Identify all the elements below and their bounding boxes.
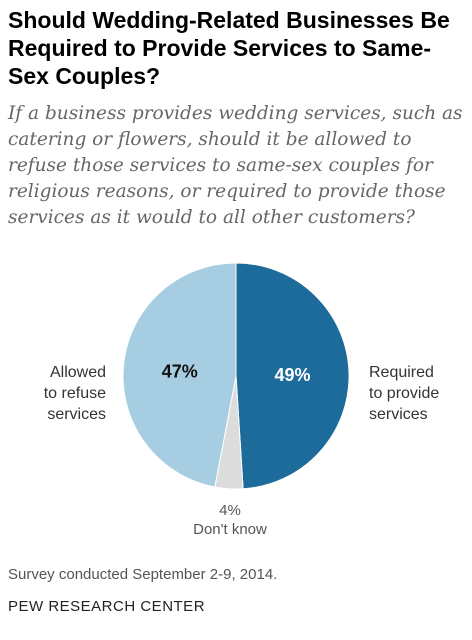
dont-know-value: 4% <box>219 502 241 519</box>
pie-chart: 49% 47% <box>122 262 350 490</box>
required-label-line-3: services <box>369 406 428 423</box>
pie-slice-required <box>235 262 350 490</box>
chart-subtitle: If a business provides wedding services,… <box>8 103 463 228</box>
allowed-label-line-1: Allowed <box>49 364 106 381</box>
required-label-line-2: to provide <box>369 385 440 402</box>
required-slice-label: Required to provide services <box>369 362 465 425</box>
survey-footnote: Survey conducted September 2-9, 2014. <box>8 566 278 583</box>
dont-know-name: Don't know <box>193 521 267 538</box>
allowed-label-line-2: to refuse <box>43 385 106 402</box>
dont-know-label: 4% Don't know <box>150 501 310 539</box>
chart-title: Should Wedding-Related Businesses Be Req… <box>8 7 450 89</box>
pie-value-required: 49% <box>274 365 310 385</box>
allowed-slice-label: Allowed to refuse services <box>10 362 106 425</box>
required-label-line-1: Required <box>369 364 434 381</box>
source-credit: PEW RESEARCH CENTER <box>8 598 206 615</box>
allowed-label-line-3: services <box>47 406 106 423</box>
pie-slice-allowed <box>122 262 237 488</box>
pie-value-allowed: 47% <box>162 362 198 382</box>
